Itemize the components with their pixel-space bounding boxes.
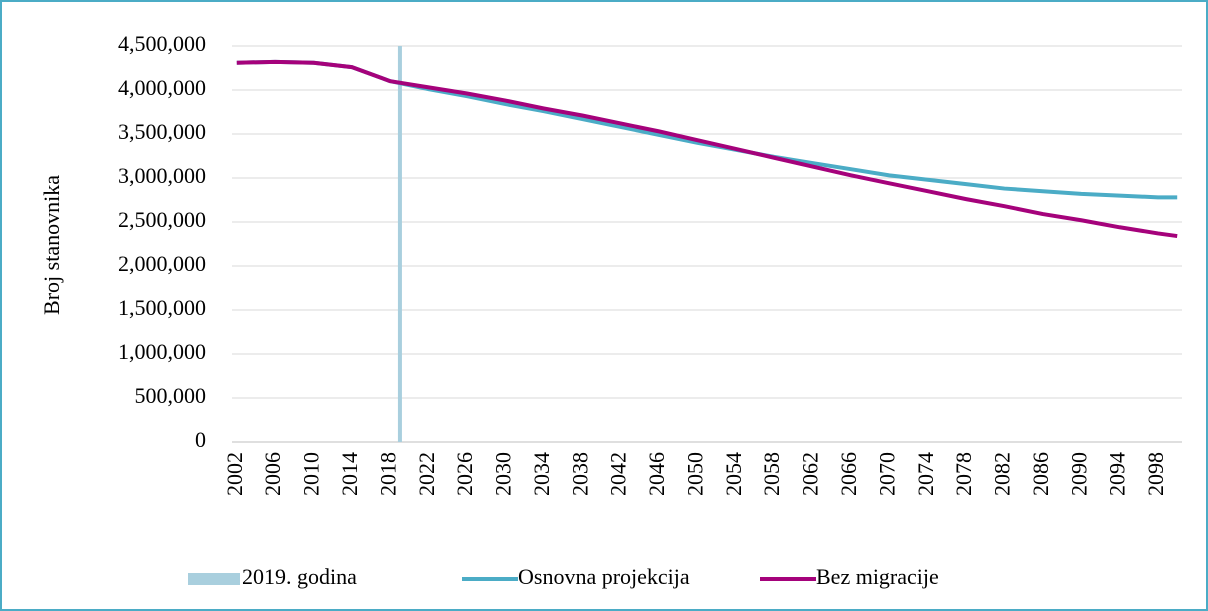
y-tick-label: 1,500,000	[118, 295, 206, 320]
x-tick-label: 2010	[299, 452, 324, 496]
x-tick-label: 2078	[951, 452, 976, 496]
y-tick-label: 500,000	[135, 383, 207, 408]
y-tick-label: 2,000,000	[118, 251, 206, 276]
y-tick-label: 1,000,000	[118, 339, 206, 364]
y-tick-label: 3,000,000	[118, 163, 206, 188]
x-tick-label: 2074	[913, 452, 938, 496]
x-tick-label: 2062	[798, 452, 823, 496]
legend-swatch	[188, 573, 240, 585]
x-tick-label: 2054	[721, 452, 746, 496]
x-tick-label: 2086	[1028, 452, 1053, 496]
x-tick-label: 2098	[1143, 452, 1168, 496]
legend-label: 2019. godina	[242, 564, 357, 589]
y-tick-label: 4,000,000	[118, 75, 206, 100]
y-tick-label: 0	[195, 427, 206, 452]
x-tick-label: 2006	[260, 452, 285, 496]
y-axis-title: Broj stanovnika	[39, 175, 64, 315]
marker-bar	[397, 46, 402, 442]
y-tick-label: 3,500,000	[118, 119, 206, 144]
series-line	[236, 59, 1178, 239]
x-tick-label: 2022	[414, 452, 439, 496]
legend-label: Osnovna projekcija	[518, 564, 690, 589]
x-tick-label: 2038	[567, 452, 592, 496]
x-tick-label: 2014	[337, 452, 362, 496]
x-tick-label: 2090	[1066, 452, 1091, 496]
x-tick-label: 2002	[222, 452, 247, 496]
x-tick-label: 2066	[836, 452, 861, 496]
x-tick-label: 2094	[1105, 452, 1130, 496]
x-tick-label: 2018	[375, 452, 400, 496]
x-tick-label: 2058	[759, 452, 784, 496]
x-tick-label: 2030	[491, 452, 516, 496]
y-tick-label: 4,500,000	[118, 31, 206, 56]
x-tick-label: 2082	[990, 452, 1015, 496]
x-tick-label: 2042	[606, 452, 631, 496]
x-tick-label: 2070	[874, 452, 899, 496]
x-tick-label: 2026	[452, 452, 477, 496]
legend-label: Bez migracije	[816, 564, 939, 589]
x-tick-label: 2046	[644, 452, 669, 496]
x-tick-label: 2050	[682, 452, 707, 496]
y-tick-label: 2,500,000	[118, 207, 206, 232]
x-tick-label: 2034	[529, 452, 554, 496]
